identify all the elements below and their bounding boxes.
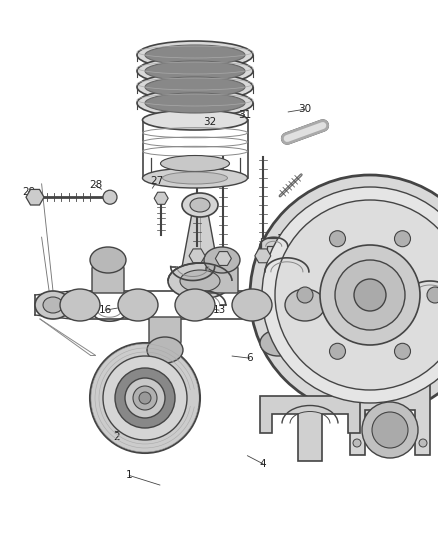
Polygon shape xyxy=(154,192,168,204)
Ellipse shape xyxy=(168,263,232,299)
Polygon shape xyxy=(255,249,271,263)
Polygon shape xyxy=(262,317,294,353)
Ellipse shape xyxy=(118,289,158,321)
Ellipse shape xyxy=(115,368,175,428)
Ellipse shape xyxy=(142,110,247,130)
Text: 9: 9 xyxy=(380,341,387,350)
Text: 17: 17 xyxy=(317,268,330,278)
Circle shape xyxy=(329,231,346,247)
Ellipse shape xyxy=(335,260,405,330)
Text: 31: 31 xyxy=(238,110,251,119)
Text: 32: 32 xyxy=(204,117,217,126)
Ellipse shape xyxy=(362,402,418,458)
Text: 12: 12 xyxy=(335,211,348,221)
Ellipse shape xyxy=(162,172,227,184)
Ellipse shape xyxy=(262,187,438,403)
Polygon shape xyxy=(215,252,231,265)
Text: 3: 3 xyxy=(113,424,120,434)
Ellipse shape xyxy=(175,289,215,321)
Circle shape xyxy=(297,287,313,303)
Ellipse shape xyxy=(320,245,420,345)
Circle shape xyxy=(395,343,410,359)
Polygon shape xyxy=(172,213,228,275)
Text: 13: 13 xyxy=(212,305,226,315)
Ellipse shape xyxy=(285,289,325,321)
Text: 2: 2 xyxy=(113,432,120,442)
Circle shape xyxy=(427,287,438,303)
Ellipse shape xyxy=(180,270,220,292)
Ellipse shape xyxy=(137,89,253,117)
Ellipse shape xyxy=(137,41,253,69)
Ellipse shape xyxy=(260,330,296,356)
Ellipse shape xyxy=(182,193,218,217)
Text: 26: 26 xyxy=(45,294,58,303)
Text: 30: 30 xyxy=(298,104,311,114)
Circle shape xyxy=(139,392,151,404)
Ellipse shape xyxy=(145,77,245,97)
Polygon shape xyxy=(189,249,205,263)
Text: 8: 8 xyxy=(395,330,402,340)
Ellipse shape xyxy=(145,61,245,81)
Circle shape xyxy=(329,343,346,359)
Text: 10: 10 xyxy=(396,232,410,242)
Text: 27: 27 xyxy=(150,176,163,186)
Text: 18: 18 xyxy=(208,259,221,269)
Ellipse shape xyxy=(145,45,245,65)
Polygon shape xyxy=(149,317,181,360)
Text: 1: 1 xyxy=(126,471,133,480)
Ellipse shape xyxy=(142,168,247,188)
Ellipse shape xyxy=(137,73,253,101)
Ellipse shape xyxy=(190,198,210,212)
Circle shape xyxy=(103,190,117,204)
Ellipse shape xyxy=(137,57,253,85)
Text: 6: 6 xyxy=(246,353,253,363)
Text: 5: 5 xyxy=(281,239,288,249)
Text: 28: 28 xyxy=(89,181,102,190)
Text: 16: 16 xyxy=(99,305,112,315)
Circle shape xyxy=(395,231,410,247)
Text: 4: 4 xyxy=(259,459,266,469)
Ellipse shape xyxy=(133,386,157,410)
Text: 14: 14 xyxy=(309,355,322,365)
Ellipse shape xyxy=(90,247,126,273)
Circle shape xyxy=(354,279,386,311)
Ellipse shape xyxy=(60,289,100,321)
Polygon shape xyxy=(92,250,124,293)
Ellipse shape xyxy=(160,156,230,172)
Ellipse shape xyxy=(103,356,187,440)
Ellipse shape xyxy=(318,285,362,325)
Circle shape xyxy=(419,439,427,447)
Ellipse shape xyxy=(147,337,183,363)
Ellipse shape xyxy=(145,93,245,113)
Ellipse shape xyxy=(43,297,63,313)
Text: 11: 11 xyxy=(333,351,346,361)
Text: 7: 7 xyxy=(64,291,71,301)
Polygon shape xyxy=(260,395,360,461)
Ellipse shape xyxy=(372,412,408,448)
Polygon shape xyxy=(261,238,281,250)
Polygon shape xyxy=(206,250,238,293)
Circle shape xyxy=(353,439,361,447)
Polygon shape xyxy=(26,189,44,205)
Ellipse shape xyxy=(90,343,200,453)
Text: 5: 5 xyxy=(145,357,152,366)
Text: 29: 29 xyxy=(22,187,35,197)
Ellipse shape xyxy=(250,175,438,415)
Ellipse shape xyxy=(204,247,240,273)
Polygon shape xyxy=(350,385,430,455)
Text: 15: 15 xyxy=(277,234,290,244)
Ellipse shape xyxy=(232,289,272,321)
Ellipse shape xyxy=(35,291,71,319)
Ellipse shape xyxy=(125,378,165,418)
Ellipse shape xyxy=(275,200,438,390)
